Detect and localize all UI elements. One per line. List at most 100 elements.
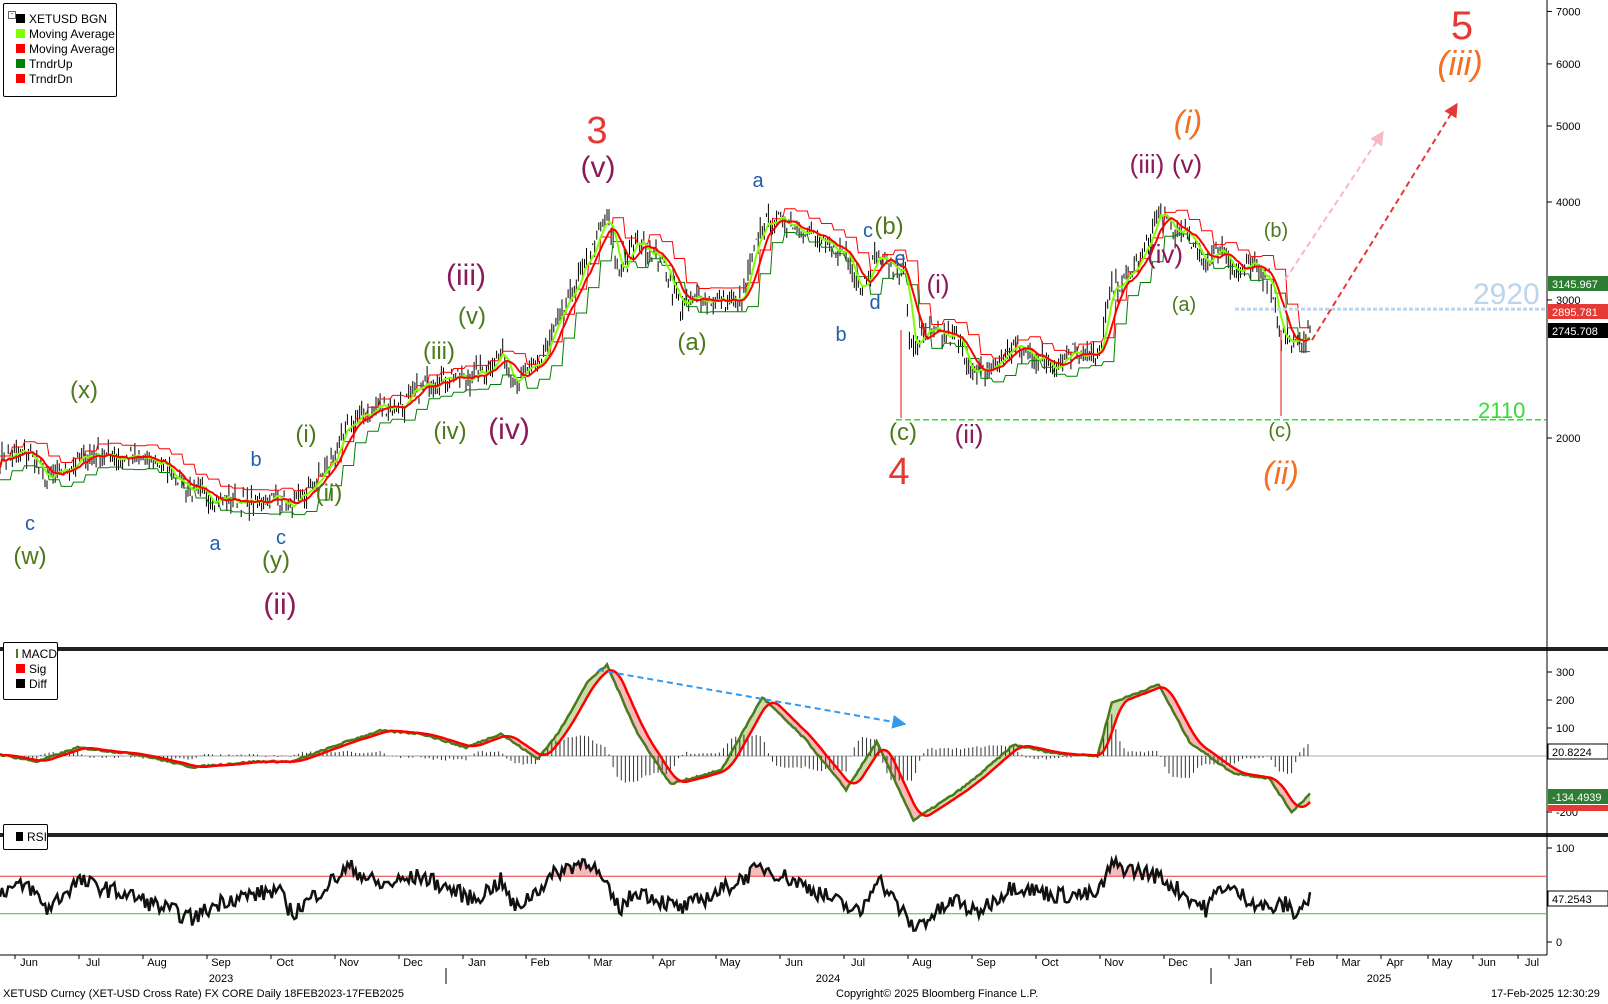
- wave-label: (iii): [446, 259, 486, 292]
- wave-label: 4: [888, 451, 909, 493]
- wave-label: c: [863, 220, 873, 242]
- y-tick-label: 5000: [1556, 121, 1580, 133]
- x-year-label: 2025: [1367, 973, 1391, 985]
- x-tick-label: Jun: [785, 957, 803, 969]
- wave-label: (iv): [488, 413, 530, 446]
- y-tick-label: 100: [1556, 723, 1574, 735]
- wave-label: (y): [262, 547, 290, 574]
- wave-label: d: [869, 292, 880, 314]
- legend-item: Sig: [4, 661, 57, 676]
- legend-item: RSI: [4, 829, 47, 844]
- macd-fill: [0, 664, 1310, 821]
- x-tick-label: Aug: [147, 957, 167, 969]
- wave-label: (v): [581, 151, 616, 184]
- legend-swatch: [16, 832, 23, 841]
- x-tick-label: Feb: [1296, 957, 1315, 969]
- projection-arrow: [1311, 102, 1458, 341]
- legend-label: Moving Average: [29, 41, 115, 56]
- x-tick-label: Jan: [468, 957, 486, 969]
- trend-up-line: [0, 232, 1310, 516]
- macd-panel: [0, 661, 1546, 823]
- legend-item: TrndrDn: [4, 71, 116, 86]
- legend-item: TrndrUp: [4, 56, 116, 71]
- wave-label: e: [894, 248, 905, 270]
- legend-swatch: [16, 679, 25, 688]
- legend-label: MACD: [21, 646, 57, 661]
- x-tick-label: Jul: [1525, 957, 1539, 969]
- moving-average-slow: [0, 217, 1311, 505]
- macd-legend: MACD Sig Diff: [3, 642, 58, 700]
- wave-label: b: [250, 449, 261, 471]
- x-tick-label: Aug: [912, 957, 932, 969]
- wave-label: (iii): [1437, 45, 1482, 83]
- legend-item: MACD: [4, 646, 57, 661]
- legend-label: Sig: [29, 661, 47, 676]
- value-tag-label: 20.8224: [1552, 747, 1592, 759]
- wave-label: (c): [889, 419, 917, 446]
- panel-separator: [0, 833, 1608, 837]
- y-tick-label: 4000: [1556, 197, 1580, 209]
- macd-signal-line: [0, 669, 1311, 817]
- y-tick-label: 0: [1556, 937, 1562, 949]
- legend-item: Moving Average: [4, 26, 116, 41]
- wave-label: (a): [1172, 294, 1196, 316]
- x-tick-label: Apr: [658, 957, 675, 969]
- wave-label: c: [25, 513, 35, 535]
- value-tag: [1548, 304, 1608, 319]
- legend-swatch: [16, 29, 25, 38]
- trend-down-line: [0, 208, 1310, 492]
- x-tick-label: Mar: [594, 957, 613, 969]
- legend-label: RSI: [26, 829, 47, 844]
- x-tick-label: Dec: [403, 957, 423, 969]
- y-tick-label: 2000: [1556, 433, 1580, 445]
- legend-label: Diff: [29, 676, 47, 691]
- x-tick-label: Jun: [1478, 957, 1496, 969]
- y-tick-label: 6000: [1556, 59, 1580, 71]
- x-year-label: 2023: [209, 973, 233, 985]
- wave-label: 5: [1451, 4, 1473, 48]
- wave-label: (b): [874, 213, 903, 240]
- legend-label: Moving Average: [29, 26, 115, 41]
- wave-label: (v): [1172, 149, 1202, 179]
- wave-label: (a): [677, 329, 706, 356]
- x-tick-label: Oct: [1041, 957, 1058, 969]
- level-label: 2110: [1478, 398, 1525, 423]
- value-tag-label: 47.2543: [1552, 894, 1592, 906]
- level-label: 2920: [1473, 278, 1540, 311]
- macd-line: [0, 661, 1311, 823]
- x-tick-label: Jul: [851, 957, 865, 969]
- x-tick-label: Jun: [20, 957, 38, 969]
- value-tag: [1547, 890, 1608, 907]
- legend-item: XETUSD BGN: [4, 11, 116, 26]
- panel-separator: [0, 647, 1608, 651]
- wave-label: (ii): [955, 419, 984, 449]
- x-tick-label: Oct: [276, 957, 293, 969]
- legend-label: TrndrDn: [29, 71, 73, 86]
- x-year-label: 2024: [816, 973, 840, 985]
- x-tick-label: Nov: [339, 957, 359, 969]
- footer: XETUSD Curncy (XET-USD Cross Rate) FX CO…: [0, 986, 1608, 1004]
- x-tick-label: Sep: [976, 957, 996, 969]
- axes: 2000300040005000600070003145.9672895.781…: [14, 6, 1608, 985]
- rsi-legend: RSI: [3, 824, 48, 850]
- wave-label: (i): [1174, 104, 1202, 140]
- wave-label: (iii): [1130, 149, 1165, 179]
- rsi-line: [0, 853, 1312, 933]
- wave-label: (ii): [316, 480, 343, 507]
- wave-label: c: [276, 527, 286, 549]
- y-tick-label: 7000: [1556, 6, 1580, 18]
- wave-label: (b): [1264, 220, 1288, 242]
- wave-label: (ii): [263, 588, 296, 621]
- x-tick-label: Dec: [1168, 957, 1188, 969]
- wave-label: (iv): [433, 418, 466, 445]
- legend-swatch: [16, 14, 25, 23]
- footer-timestamp: 17-Feb-2025 12:30:29: [1491, 988, 1600, 1000]
- legend-label: XETUSD BGN: [29, 11, 108, 26]
- collapse-icon[interactable]: -: [8, 11, 16, 19]
- panel-frames: [0, 0, 1608, 956]
- value-tag-label: 2745.708: [1552, 326, 1598, 338]
- projection-arrow-alt: [1284, 130, 1384, 281]
- y-tick-label: 3000: [1556, 295, 1580, 307]
- value-tag-label: 3145.967: [1552, 279, 1598, 291]
